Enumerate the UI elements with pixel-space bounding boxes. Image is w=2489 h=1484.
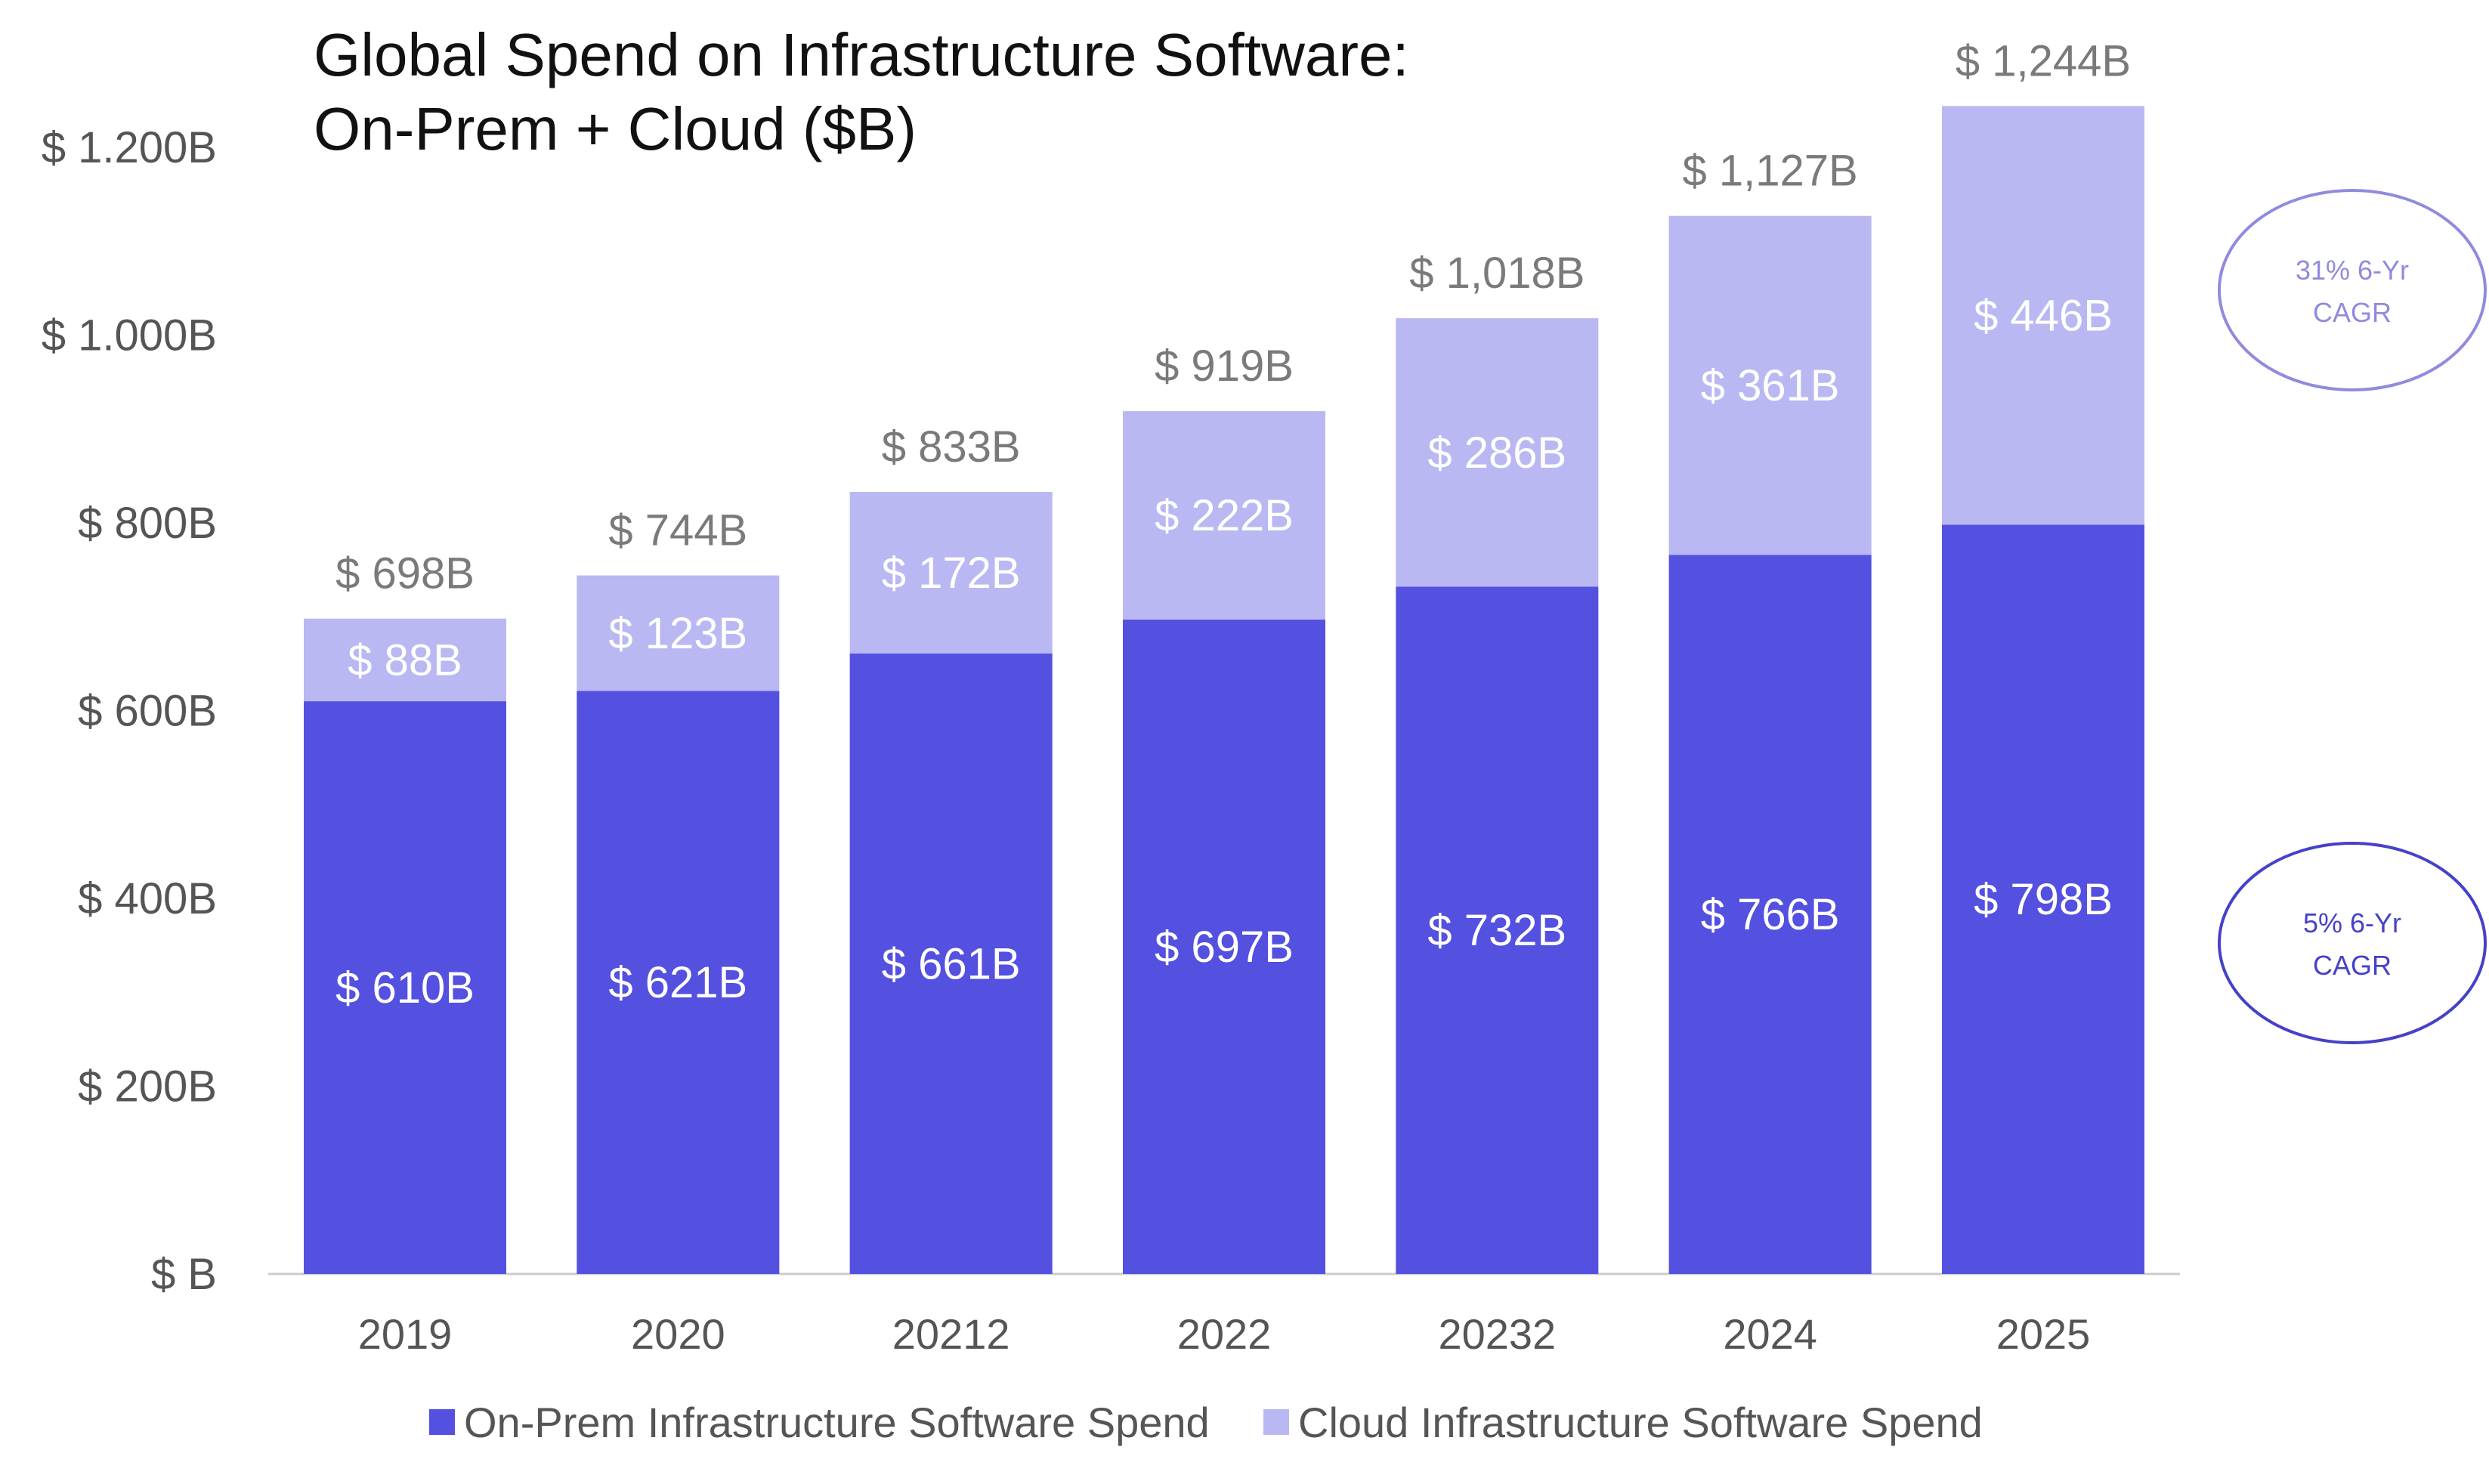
chart-title-line-1: Global Spend on Infrastructure Software: [314, 21, 1409, 88]
y-tick-label: $ 800B [78, 499, 217, 548]
cagr-label-line-1: 31% 6-Yr [2296, 255, 2409, 286]
chart-title-line-2: On-Prem + Cloud ($B) [314, 95, 917, 162]
data-label-cloud: $ 286B [1427, 428, 1566, 478]
x-tick-label: 20232 [1438, 1310, 1556, 1358]
bar-on-prem [849, 653, 1053, 1274]
bar-on-prem [1396, 586, 1599, 1274]
data-label-total: $ 1,018B [1409, 249, 1585, 298]
bar-on-prem [304, 701, 506, 1274]
data-label-total: $ 1,127B [1683, 147, 1858, 196]
data-label-cloud: $ 172B [882, 549, 1021, 598]
cagr-label-line-1: 5% 6-Yr [2303, 907, 2401, 938]
legend-swatch [429, 1409, 455, 1435]
x-tick-label: 2019 [358, 1310, 453, 1358]
bar-on-prem [1122, 619, 1325, 1274]
y-tick-label: $ 1.200B [42, 123, 217, 172]
y-tick-label: $ 200B [78, 1062, 217, 1111]
bar-cloud [577, 575, 780, 691]
data-label-cloud: $ 361B [1701, 361, 1840, 410]
data-label-cloud: $ 123B [608, 609, 747, 658]
x-tick-label: 2020 [631, 1310, 725, 1358]
data-label-on-prem: $ 766B [1701, 890, 1840, 939]
bar-on-prem [1941, 524, 2144, 1274]
legend-label: Cloud Infrastructure Software Spend [1298, 1399, 1983, 1446]
data-label-on-prem: $ 732B [1427, 906, 1566, 955]
cagr-label-line-2: CAGR [2313, 297, 2392, 328]
data-label-on-prem: $ 697B [1155, 923, 1294, 972]
bar-cloud [304, 618, 506, 702]
data-label-total: $ 833B [882, 422, 1021, 471]
data-label-cloud: $ 88B [348, 635, 462, 685]
cagr-ellipse [2218, 189, 2487, 391]
bars [304, 106, 2144, 1274]
data-label-total: $ 698B [335, 549, 475, 598]
cagr-label-line-2: CAGR [2313, 950, 2392, 981]
data-label-on-prem: $ 661B [882, 939, 1021, 988]
bar-cloud [1122, 411, 1325, 620]
bar-cloud [1396, 318, 1599, 587]
data-label-cloud: $ 446B [1974, 291, 2113, 340]
cagr-annotations: 31% 6-Yr CAGR 5% 6-Yr CAGR [2218, 189, 2487, 1044]
data-labels: $ 610B $ 88B $ 698B $ 621B $ 123B $ 744B $ 661… [335, 36, 2131, 1013]
data-label-on-prem: $ 621B [608, 958, 747, 1007]
bar-cloud [1941, 106, 2144, 525]
x-tick-label: 2022 [1177, 1310, 1272, 1358]
data-label-cloud: $ 222B [1155, 491, 1294, 540]
bar-cloud [1668, 215, 1872, 555]
y-tick-label: $ 400B [78, 874, 217, 923]
data-label-total: $ 919B [1155, 342, 1294, 391]
x-axis: 2019 2020 20212 2022 20232 2024 2025 [358, 1310, 2091, 1358]
y-tick-label: $ 1.000B [42, 311, 217, 360]
chart-title: Global Spend on Infrastructure Software:… [314, 21, 1409, 162]
bar-on-prem [577, 691, 780, 1274]
y-axis: $ B $ 200B $ 400B $ 600B $ 800B $ 1.000B $ 1.2… [42, 123, 217, 1299]
x-tick-label: 20212 [892, 1310, 1010, 1358]
data-label-total: $ 744B [608, 506, 747, 555]
bar-on-prem [1668, 555, 1872, 1274]
data-label-on-prem: $ 610B [335, 963, 475, 1013]
legend-swatch [1263, 1409, 1289, 1435]
data-label-on-prem: $ 798B [1974, 875, 2113, 924]
legend: On-Prem Infrastructure Software Spend Clo… [429, 1399, 1983, 1446]
x-tick-label: 2024 [1723, 1310, 1817, 1358]
y-tick-label: $ 600B [78, 687, 217, 736]
y-tick-label: $ B [151, 1250, 217, 1299]
bar-cloud [849, 491, 1053, 654]
data-label-total: $ 1,244B [1956, 36, 2131, 85]
cagr-ellipse [2218, 842, 2487, 1044]
legend-label: On-Prem Infrastructure Software Spend [464, 1399, 1210, 1446]
x-tick-label: 2025 [1996, 1310, 2091, 1358]
